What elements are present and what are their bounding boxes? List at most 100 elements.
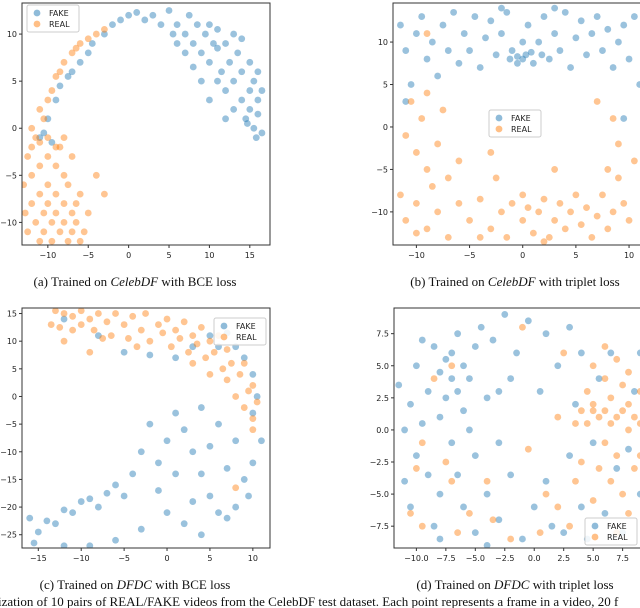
point-fake [507, 375, 515, 382]
point-real [60, 58, 68, 66]
point-fake [636, 81, 640, 88]
point-real [155, 321, 162, 328]
point-real [52, 143, 60, 151]
point-fake [524, 317, 532, 325]
point-fake [620, 115, 628, 122]
point-fake [26, 514, 34, 522]
point-real [412, 149, 420, 156]
point-real [28, 200, 36, 207]
point-fake [450, 8, 458, 16]
point-real [100, 190, 108, 198]
caption-part: (d) Trained on [416, 577, 494, 592]
point-real [245, 387, 252, 395]
point-fake [527, 48, 535, 56]
caption-part: CelebDF [488, 274, 537, 289]
point-real [133, 343, 141, 351]
point-fake [442, 394, 450, 402]
y-tick-label: −5 [5, 420, 17, 429]
x-tick-label: −10.0 [404, 554, 429, 563]
point-fake [77, 498, 85, 505]
point-fake [223, 514, 231, 522]
point-fake [43, 517, 51, 525]
y-tick-label: −7.5 [370, 522, 389, 531]
point-real [40, 115, 48, 123]
point-real [40, 228, 48, 236]
point-fake [181, 49, 189, 57]
point-real [236, 370, 244, 378]
point-fake [206, 58, 213, 66]
scatter-panel-a: −10 −5 0 5 10 15 −10 −5 0 5 10 FAKE REAL (a) Trained … [0, 2, 271, 289]
y-tick-label: −2.5 [370, 458, 389, 467]
plot-frame [21, 307, 271, 549]
point-fake [615, 38, 622, 46]
point-real [44, 200, 52, 207]
legend-marker-real [33, 20, 41, 28]
point-fake [189, 448, 197, 456]
point-real [551, 216, 559, 224]
point-real [601, 375, 609, 382]
point-fake [529, 59, 537, 67]
point-real [100, 25, 108, 33]
point-real [542, 490, 550, 498]
legend-label-real: REAL [607, 533, 628, 542]
point-fake [436, 413, 444, 421]
point-real [64, 237, 72, 245]
point-real [609, 115, 617, 122]
point-fake [577, 349, 585, 357]
point-real [24, 228, 32, 236]
x-tick-label: −2.5 [495, 554, 514, 563]
point-fake [197, 404, 205, 411]
point-fake [253, 393, 261, 400]
point-real [577, 407, 585, 415]
legend-marker-real [591, 533, 599, 541]
point-fake [120, 348, 128, 356]
point-fake [246, 58, 254, 66]
point-fake [201, 30, 209, 38]
caption-part: (b) Trained on [410, 274, 488, 289]
point-real [625, 368, 632, 376]
point-fake [430, 343, 438, 350]
point-fake [542, 330, 550, 338]
point-real [219, 365, 227, 373]
y-tick-label: −5 [376, 165, 388, 174]
point-fake [412, 452, 420, 459]
point-fake [226, 58, 234, 66]
point-fake [137, 448, 145, 456]
point-fake [206, 492, 214, 500]
point-real [402, 216, 410, 224]
point-real [418, 522, 426, 530]
point-fake [230, 106, 238, 113]
point-real [454, 529, 462, 536]
point-fake [551, 30, 559, 37]
point-real [604, 166, 612, 173]
x-tick-label: 15 [245, 251, 255, 260]
point-fake [254, 110, 262, 118]
point-real [36, 138, 44, 146]
point-fake [407, 503, 414, 511]
y-tick-label: 10 [378, 38, 388, 47]
point-fake [180, 520, 188, 528]
point-real [572, 420, 579, 427]
point-fake [189, 498, 197, 505]
point-fake [636, 349, 640, 357]
point-real [434, 208, 442, 216]
plot-frame [21, 2, 271, 246]
point-fake [155, 459, 162, 467]
point-real [625, 400, 632, 408]
point-fake [448, 439, 456, 447]
point-fake [238, 68, 246, 76]
point-real [428, 183, 436, 190]
point-real [604, 225, 612, 233]
point-real [60, 171, 68, 179]
point-real [28, 143, 36, 151]
point-fake [477, 323, 485, 331]
point-fake [503, 8, 511, 16]
point-fake [173, 21, 181, 29]
point-fake [460, 30, 468, 37]
point-fake [436, 368, 444, 376]
point-fake [249, 409, 257, 417]
point-fake [240, 476, 248, 483]
point-fake [69, 509, 77, 517]
point-real [60, 219, 68, 226]
legend-label-fake: FAKE [236, 322, 256, 331]
